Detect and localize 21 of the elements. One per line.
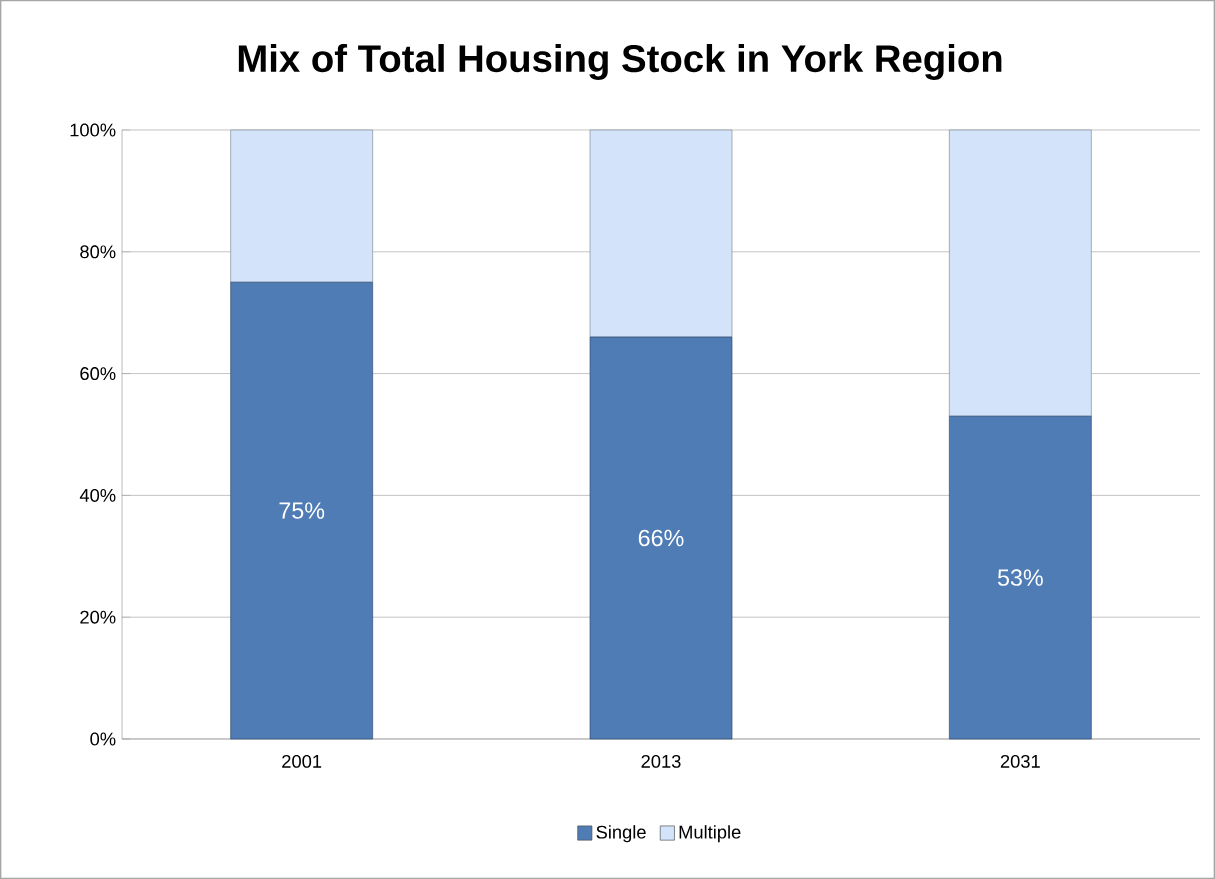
data-label: 66%	[638, 529, 684, 547]
bar	[948, 415, 1092, 740]
data-label: 53%	[997, 569, 1043, 586]
x-tick-label: 2001	[282, 754, 322, 768]
bar	[589, 129, 733, 338]
bar	[230, 129, 374, 283]
y-tick-label: 0%	[90, 732, 116, 746]
bar	[589, 336, 733, 740]
y-tick-label: 100%	[70, 123, 116, 137]
y-tick-label: 80%	[80, 245, 116, 259]
chart-title: Mix of Total Housing Stock in York Region	[238, 44, 1002, 80]
y-tick-label: 20%	[80, 610, 116, 624]
bar	[230, 281, 374, 740]
x-tick-label: 2013	[641, 754, 681, 768]
x-tick-label: 2031	[1000, 754, 1040, 768]
data-label: 75%	[279, 502, 325, 519]
y-tick-label: 60%	[80, 367, 116, 381]
y-tick-label: 40%	[79, 488, 116, 502]
bar	[948, 129, 1092, 417]
legend-label: Single	[596, 825, 646, 843]
legend-label: Multiple	[679, 825, 741, 843]
